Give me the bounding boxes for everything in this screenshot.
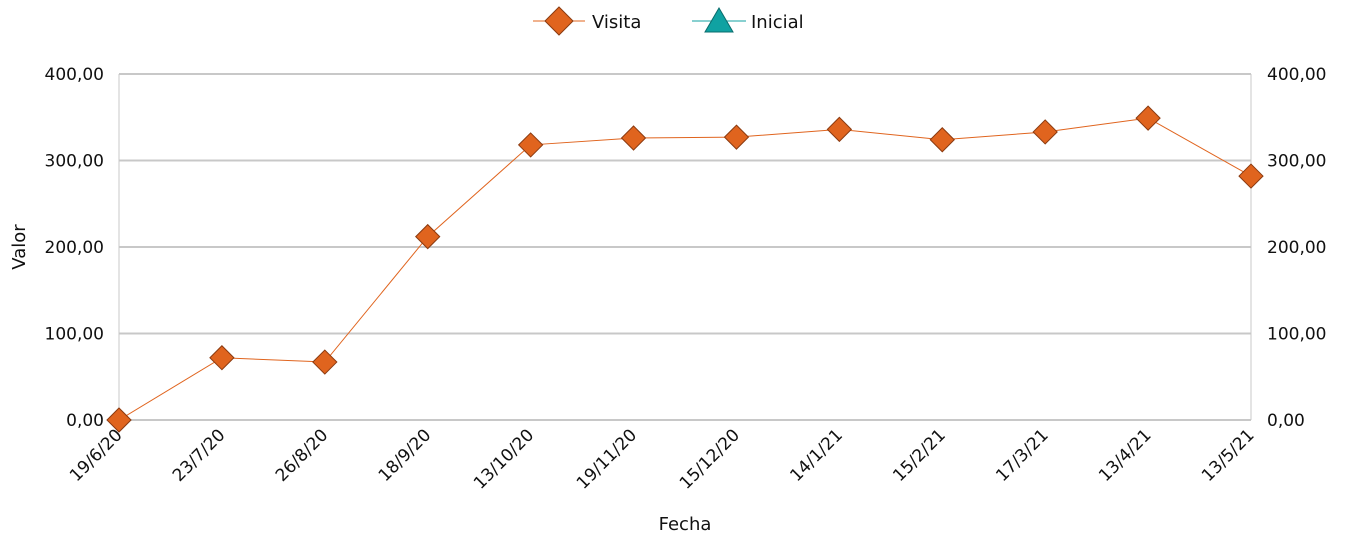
grid-lines — [118, 73, 1252, 421]
x-tick-label: 23/7/20 — [169, 425, 229, 485]
y-tick-label-right: 400,00 — [1267, 65, 1326, 85]
data-point[interactable] — [209, 345, 235, 371]
x-tick-label: 26/8/20 — [272, 425, 332, 485]
x-axis: 19/6/20 23/7/20 26/8/20 18/9/20 13/10/20 19/1… — [66, 425, 1258, 493]
y-tick-label-left: 300,00 — [45, 152, 104, 172]
x-tick-label: 15/12/20 — [676, 425, 744, 493]
x-tick-label: 17/3/21 — [992, 425, 1052, 485]
y-tick-label-right: 200,00 — [1267, 238, 1326, 258]
x-tick-label: 13/4/21 — [1095, 425, 1155, 485]
y-axis-left: 0,00 100,00 200,00 300,00 400,00 — [45, 65, 104, 431]
x-tick-label: 18/9/20 — [375, 425, 435, 485]
y-axis-title: Valor — [9, 224, 30, 270]
data-point[interactable] — [312, 349, 338, 375]
legend-item-visita[interactable]: Visita — [533, 6, 641, 36]
y-tick-label-left: 0,00 — [66, 411, 104, 431]
data-point[interactable] — [826, 116, 853, 143]
legend-item-inicial[interactable]: Inicial — [692, 7, 804, 33]
y-axis-right: 0,00 100,00 200,00 300,00 400,00 — [1267, 65, 1326, 431]
legend-label-visita: Visita — [592, 12, 641, 33]
legend-marker-visita — [544, 6, 574, 36]
y-tick-label-left: 100,00 — [45, 325, 104, 345]
y-tick-label-right: 300,00 — [1267, 152, 1326, 172]
y-tick-label-right: 0,00 — [1267, 411, 1305, 431]
data-point[interactable] — [929, 127, 955, 153]
y-tick-label-left: 200,00 — [45, 238, 104, 258]
data-point[interactable] — [620, 125, 647, 151]
x-tick-label: 14/1/21 — [786, 425, 846, 485]
x-axis-title: Fecha — [659, 514, 712, 534]
x-tick-label: 19/6/20 — [66, 425, 126, 485]
y-tick-label-left: 400,00 — [45, 65, 104, 85]
data-point[interactable] — [106, 407, 132, 433]
legend: Visita Inicial — [533, 6, 804, 36]
x-tick-label: 19/11/20 — [573, 425, 641, 493]
data-point[interactable] — [415, 223, 441, 250]
series-line — [118, 117, 1252, 421]
legend-label-inicial: Inicial — [751, 12, 804, 33]
data-point[interactable] — [1135, 105, 1161, 131]
series-visita — [106, 105, 1264, 433]
x-tick-label: 15/2/21 — [889, 425, 949, 485]
y-tick-label-right: 100,00 — [1267, 325, 1326, 345]
data-point[interactable] — [1238, 163, 1264, 189]
x-tick-label: 13/10/20 — [470, 425, 538, 493]
data-point[interactable] — [1032, 119, 1058, 145]
x-tick-label: 13/5/21 — [1198, 425, 1258, 485]
data-point[interactable] — [517, 132, 544, 158]
legend-marker-inicial — [704, 7, 734, 33]
data-point[interactable] — [723, 124, 750, 150]
